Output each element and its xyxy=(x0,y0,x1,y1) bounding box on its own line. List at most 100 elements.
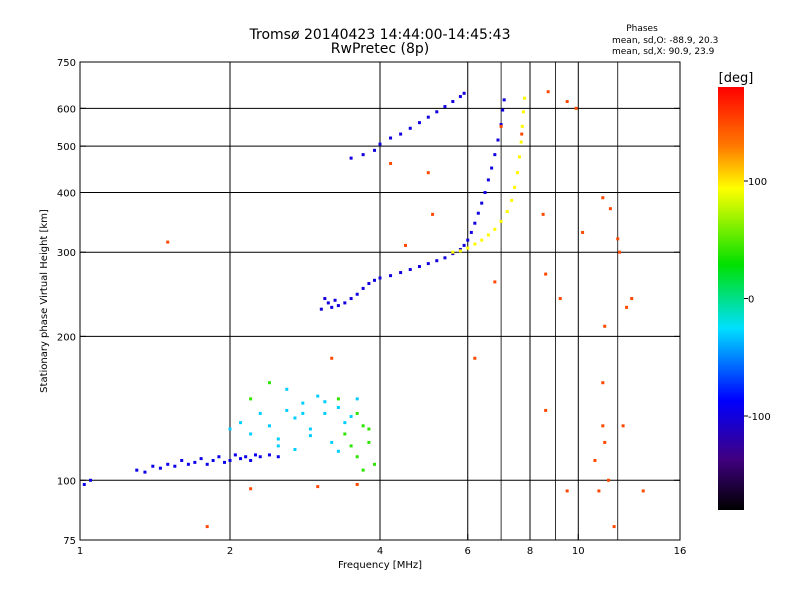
data-point xyxy=(330,305,334,309)
data-point xyxy=(618,250,622,254)
data-point xyxy=(336,397,340,401)
axis-ticks: 75 100 200 300 400 500 600 750 1 2 4 6 8 10 16 xyxy=(57,58,686,557)
data-point xyxy=(399,271,403,275)
data-point xyxy=(519,140,523,144)
data-point xyxy=(285,408,289,412)
data-point xyxy=(490,166,494,170)
data-point xyxy=(276,437,280,441)
data-point xyxy=(355,455,359,459)
colorbar-gradient xyxy=(718,87,744,510)
data-point xyxy=(285,387,289,391)
x-tick-label: 10 xyxy=(572,546,585,557)
data-point xyxy=(143,470,147,474)
data-point xyxy=(601,424,605,428)
data-point xyxy=(186,462,190,466)
colorbar-tick-label: -100 xyxy=(748,412,771,423)
data-point xyxy=(89,478,93,482)
data-point xyxy=(462,243,466,247)
data-point xyxy=(316,485,320,489)
data-point xyxy=(211,458,215,462)
x-axis-label: Frequency [MHz] xyxy=(338,560,422,571)
data-point xyxy=(502,98,506,102)
data-point xyxy=(496,138,500,142)
data-point xyxy=(166,462,170,466)
data-point xyxy=(523,96,527,100)
x-tick-label: 8 xyxy=(527,546,533,557)
y-tick-label: 750 xyxy=(57,58,76,69)
data-point xyxy=(378,276,382,280)
y-tick-label: 200 xyxy=(57,332,76,343)
phases-o-line: mean, sd,O: -88.9, 20.3 xyxy=(612,36,718,46)
data-point xyxy=(565,100,569,104)
data-point xyxy=(469,230,473,234)
data-point xyxy=(330,440,334,444)
data-point xyxy=(499,219,503,223)
data-point xyxy=(521,110,525,114)
data-point xyxy=(336,449,340,453)
data-point xyxy=(276,444,280,448)
data-point xyxy=(544,272,548,276)
data-point xyxy=(462,91,466,95)
data-point xyxy=(544,408,548,412)
data-point xyxy=(621,424,625,428)
data-point xyxy=(333,298,337,302)
data-point xyxy=(343,432,347,436)
y-tick-label: 300 xyxy=(57,248,76,259)
data-point xyxy=(301,411,305,415)
data-point xyxy=(258,455,262,459)
data-point xyxy=(343,301,347,305)
data-point xyxy=(486,233,490,237)
data-point xyxy=(301,401,305,405)
data-point xyxy=(319,307,323,311)
x-tick-label: 4 xyxy=(377,546,383,557)
colorbar-label: [deg] xyxy=(719,71,754,86)
data-point xyxy=(417,265,421,269)
data-point xyxy=(205,462,209,466)
data-point xyxy=(180,458,184,462)
x-tick-label: 6 xyxy=(465,546,471,557)
colorbar-ticks: 100 0 -100 xyxy=(744,177,771,423)
y-tick-label: 400 xyxy=(57,188,76,199)
data-point xyxy=(367,427,371,431)
data-point xyxy=(293,447,297,451)
data-point xyxy=(435,259,439,263)
data-point xyxy=(173,464,177,468)
data-point xyxy=(367,440,371,444)
data-point xyxy=(625,305,629,309)
data-point xyxy=(308,434,312,438)
data-point xyxy=(510,198,514,202)
data-point xyxy=(426,262,430,266)
data-point xyxy=(443,105,447,109)
y-axis-label: Stationary phase Virtual Height [km] xyxy=(39,209,50,393)
data-point xyxy=(378,142,382,146)
data-point xyxy=(426,115,430,119)
data-point xyxy=(505,210,509,214)
data-point xyxy=(601,381,605,385)
data-point xyxy=(355,482,359,486)
data-point xyxy=(253,453,257,457)
data-point xyxy=(151,464,155,468)
data-point xyxy=(431,212,435,216)
data-point xyxy=(499,124,503,128)
data-point xyxy=(408,126,412,130)
data-point xyxy=(458,95,462,99)
data-point xyxy=(603,324,607,328)
x-tick-label: 2 xyxy=(227,546,233,557)
data-point xyxy=(417,121,421,125)
data-point xyxy=(373,148,377,152)
data-point xyxy=(228,458,232,462)
data-point xyxy=(546,90,550,94)
data-point xyxy=(249,458,253,462)
colorbar-tick-label: 0 xyxy=(748,295,754,306)
data-point xyxy=(249,432,253,436)
data-point xyxy=(349,444,353,448)
data-point xyxy=(199,457,203,461)
data-point xyxy=(499,123,503,127)
grid-lines xyxy=(80,62,680,540)
y-tick-label: 75 xyxy=(63,536,76,547)
data-point xyxy=(408,268,412,272)
data-point xyxy=(293,416,297,420)
data-point xyxy=(323,411,327,415)
data-point xyxy=(517,155,521,159)
